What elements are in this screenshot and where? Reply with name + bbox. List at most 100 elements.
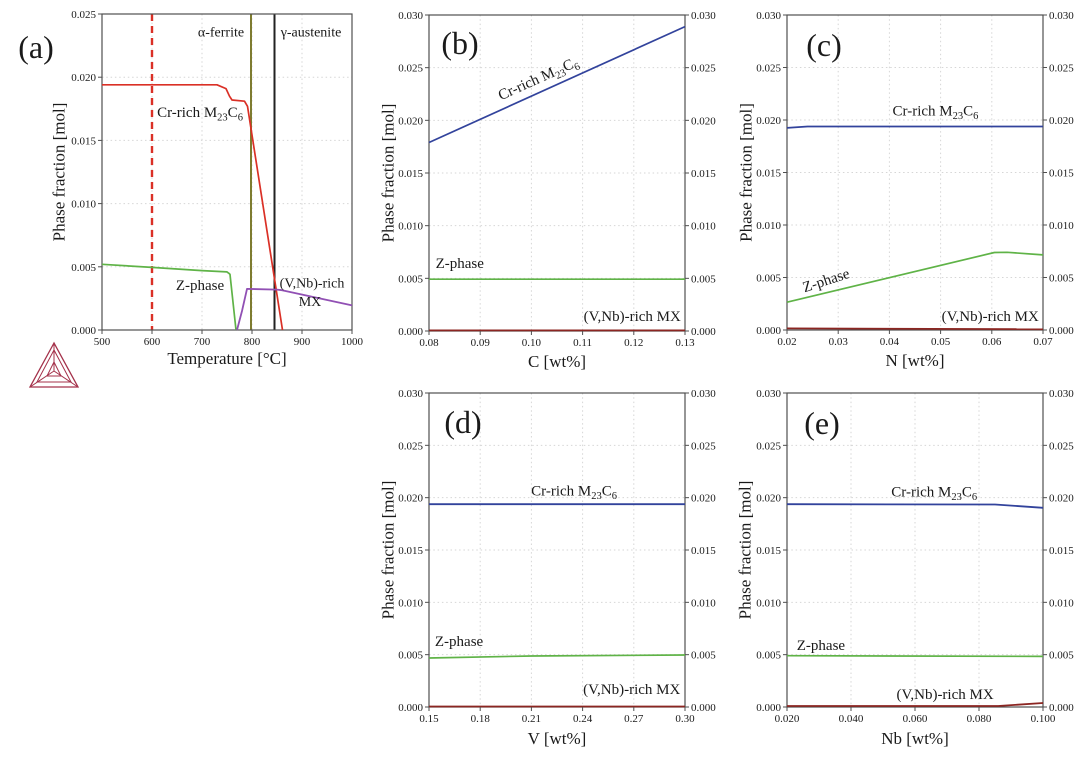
curve-label-m23c6: Cr-rich M23C6 [893, 104, 979, 123]
ytick-label: 0.010 [756, 220, 781, 232]
series-line-cr-rich-m23c6 [102, 83, 284, 331]
ytick-label: 0.025 [398, 440, 423, 452]
series-line-z-phase [428, 654, 686, 659]
xtick-label: 0.15 [419, 713, 439, 725]
xtick-label: 600 [144, 336, 161, 348]
ytick-label: 0.020 [398, 115, 423, 127]
xtick-label: 0.060 [903, 713, 928, 725]
series-line-z-phase [101, 263, 237, 331]
gridlines [429, 15, 685, 331]
curve-label-z-phase: Z-phase [797, 638, 846, 654]
xtick-label: 0.03 [829, 336, 849, 348]
x-axis-label: Temperature [°C] [167, 349, 286, 368]
ytick-label: 0.000 [756, 702, 781, 714]
ytick-label-right: 0.010 [1049, 220, 1074, 232]
tick-labels: 0.000 0.000 0.005 0.005 0.010 0.010 0.015 0.015… [398, 388, 716, 725]
tick-marks [425, 392, 689, 711]
curve-label-m23c6: Cr-rich M23C6 [531, 483, 617, 502]
ytick-label-right: 0.025 [1049, 63, 1074, 75]
ytick-label-right: 0.015 [1049, 545, 1074, 557]
xtick-label: 0.09 [471, 337, 491, 349]
xtick-label: 0.12 [624, 337, 643, 349]
xtick-label: 700 [194, 336, 211, 348]
ytick-label: 0.030 [398, 388, 423, 400]
thermocalc-logo-icon [28, 341, 80, 388]
ytick-label: 0.010 [398, 221, 423, 233]
ytick-label: 0.030 [756, 388, 781, 400]
ytick-label-right: 0.020 [1049, 493, 1074, 505]
ytick-label-right: 0.015 [691, 168, 716, 180]
ytick-label: 0.025 [756, 63, 781, 75]
ytick-label-right: 0.000 [1049, 702, 1074, 714]
panel-e: 0.000 0.000 0.005 0.005 0.010 0.010 0.015 0.015… [736, 388, 1075, 748]
ytick-label: 0.005 [398, 650, 423, 662]
series-line-cr-rich-m23c6 [786, 125, 1043, 129]
ytick-label: 0.020 [398, 493, 423, 505]
curve-label-mx: (V,Nb)-rich MX [583, 682, 680, 698]
gridlines [787, 393, 1043, 707]
tick-marks [98, 13, 353, 334]
series-line-z-phase [786, 654, 1044, 658]
ytick-label-right: 0.000 [691, 702, 716, 714]
ytick-label-right: 0.015 [1049, 168, 1074, 180]
series-line-v-nb-rich-mx [786, 327, 1044, 331]
xtick-label: 0.04 [880, 336, 900, 348]
curve-label-m23c6: Cr-rich M23C6 [891, 484, 977, 503]
plot-border [101, 13, 353, 331]
y-axis-label: Phase fraction [mol] [736, 481, 755, 620]
curve-label-mx-line2: MX [299, 295, 322, 310]
ytick-label: 0.000 [398, 326, 423, 338]
ytick-label: 0.020 [756, 493, 781, 505]
panel-c: 0.000 0.000 0.005 0.005 0.010 0.010 0.015 0.015… [737, 10, 1075, 370]
ytick-label-right: 0.020 [1049, 115, 1074, 127]
plot-border [428, 14, 686, 332]
ytick-label-right: 0.025 [1049, 440, 1074, 452]
ytick-label-right: 0.010 [691, 221, 716, 233]
series-line-v-nb-rich-mx [787, 702, 1044, 707]
ytick-label: 0.020 [71, 72, 96, 84]
ytick-label: 0.025 [756, 440, 781, 452]
xtick-label: 0.27 [624, 713, 644, 725]
xtick-label: 0.020 [775, 713, 800, 725]
xtick-label: 0.21 [522, 713, 541, 725]
tick-marks [783, 392, 1047, 711]
curve-label-mx: (V,Nb)-rich MX [942, 309, 1039, 325]
xtick-label: 0.06 [982, 336, 1002, 348]
panel-letter-b: (b) [441, 25, 478, 61]
xtick-label: 0.24 [573, 713, 593, 725]
panel-letter-c: (c) [806, 27, 842, 63]
ytick-label: 0.015 [756, 168, 781, 180]
x-axis-label: Nb [wt%] [881, 729, 949, 748]
ytick-label-right: 0.000 [1049, 325, 1074, 337]
ytick-label-right: 0.030 [1049, 10, 1074, 22]
ytick-label: 0.015 [398, 545, 423, 557]
ytick-label-right: 0.010 [691, 597, 716, 609]
xtick-label: 0.30 [675, 713, 695, 725]
curve-label-z-phase: Z-phase [801, 266, 852, 296]
y-axis-label: Phase fraction [mol] [380, 104, 398, 243]
xtick-label: 0.080 [967, 713, 992, 725]
plot-border [428, 392, 686, 708]
xtick-label: 0.18 [471, 713, 491, 725]
curve-label-mx: (V,Nb)-rich MX [584, 309, 681, 325]
ytick-label: 0.015 [398, 168, 423, 180]
ytick-label-right: 0.015 [691, 545, 716, 557]
tick-labels: 0.000 0.000 0.005 0.005 0.010 0.010 0.015 0.015… [756, 388, 1074, 725]
ytick-label: 0.030 [756, 10, 781, 22]
series-line-v-nb-rich-mx [236, 287, 353, 331]
x-axis-label: C [wt%] [528, 352, 586, 371]
curve-label-mx: (V,Nb)-rich MX [896, 687, 993, 703]
ytick-label: 0.010 [398, 597, 423, 609]
panel-letter-d: (d) [444, 404, 481, 440]
xtick-label: 0.13 [675, 337, 695, 349]
tick-labels: 0.000 0.000 0.005 0.005 0.010 0.010 0.015 0.015… [756, 10, 1074, 348]
curve-label-m23c6: Cr-rich M23C6 [496, 54, 582, 106]
ytick-label: 0.020 [756, 115, 781, 127]
tick-marks [783, 14, 1047, 334]
curve-label-z-phase: Z-phase [176, 278, 225, 294]
ytick-label-right: 0.005 [1049, 650, 1074, 662]
ytick-label: 0.005 [756, 273, 781, 285]
panel-letter-a: (a) [18, 29, 54, 65]
y-axis-label: Phase fraction [mol] [50, 103, 69, 242]
